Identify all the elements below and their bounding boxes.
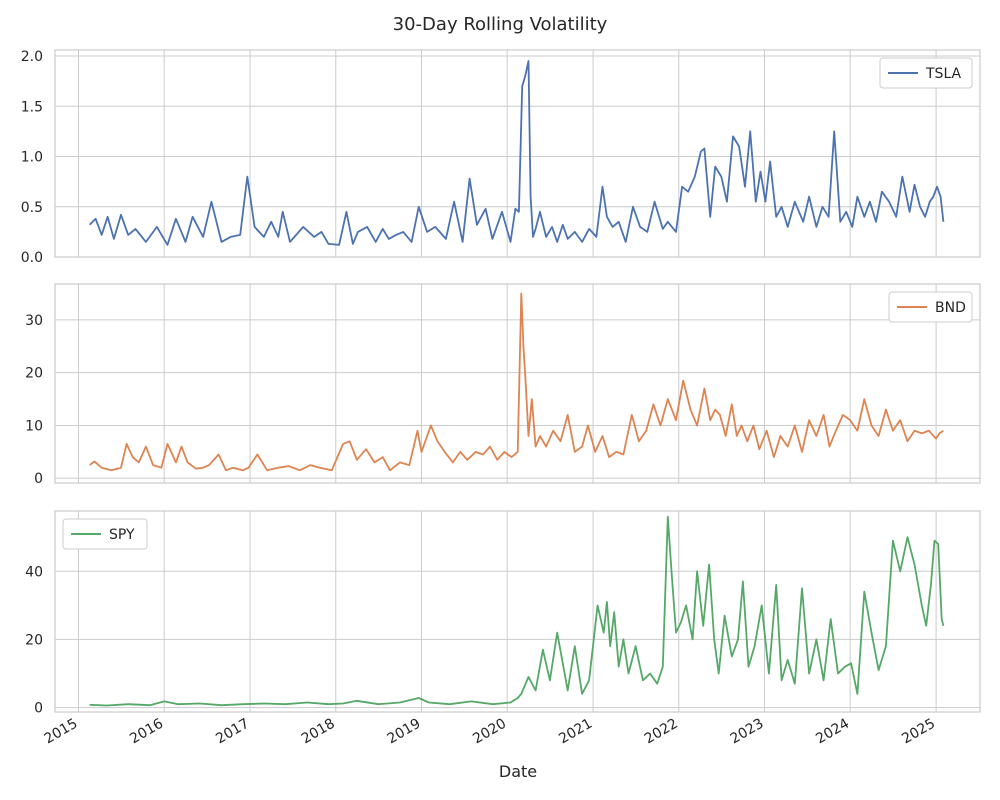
legend-label-spy: SPY	[109, 527, 135, 543]
y-tick-label: 0	[34, 701, 43, 717]
y-tick-label: 1.0	[21, 150, 43, 166]
y-tick-label: 10	[25, 418, 43, 434]
x-tick-label: 2023	[728, 716, 767, 748]
y-tick-label: 40	[25, 564, 43, 580]
y-gridlines	[55, 319, 980, 479]
panel-bnd: 0 10 20 30 BND	[25, 283, 981, 487]
legend-spy: SPY	[62, 518, 148, 550]
panels: 0.0 0.5 1.0 1.5 2.0 TSLA 0 10 20 30 BND 0 20 40 SPY	[21, 49, 981, 717]
y-tick-label: 20	[25, 632, 43, 648]
x-tick-label: 2016	[127, 716, 166, 748]
x-tick-label: 2025	[899, 716, 938, 748]
y-tick-label: 0.0	[21, 250, 43, 266]
x-tick-label: 2020	[470, 716, 509, 748]
x-axis-title: Date	[499, 762, 537, 781]
y-tick-label: 0	[34, 471, 43, 487]
y-tick-label: 20	[25, 366, 43, 382]
legend-box	[888, 291, 973, 323]
legend-bnd: BND	[888, 291, 973, 323]
x-tick-labels: 2015 2016 2017 2018 2019 2020 2021 2022 2023 2024…	[42, 716, 938, 748]
legend-label-bnd: BND	[935, 300, 966, 316]
x-gridlines	[77, 50, 937, 257]
x-tick-label: 2021	[556, 716, 595, 748]
y-tick-label: 0.5	[21, 200, 43, 216]
x-tick-label: 2017	[213, 716, 252, 748]
x-tick-label: 2024	[813, 716, 852, 748]
y-gridlines	[55, 55, 980, 258]
panel-tsla: 0.0 0.5 1.0 1.5 2.0 TSLA	[21, 49, 981, 266]
legend-box	[879, 57, 973, 89]
legend-box	[62, 518, 148, 550]
y-tick-label: 2.0	[21, 49, 43, 65]
plot-frame	[54, 49, 981, 258]
plot-frame	[54, 283, 981, 484]
x-tick-label: 2022	[642, 716, 681, 748]
series-line-bnd	[89, 292, 944, 472]
chart-title: 30-Day Rolling Volatility	[393, 14, 608, 35]
x-tick-label: 2019	[385, 716, 424, 748]
series-line-tsla	[89, 60, 945, 246]
y-gridlines	[55, 570, 980, 709]
y-tick-label: 1.5	[21, 99, 43, 115]
series-line-spy	[89, 515, 945, 707]
y-tick-label: 30	[25, 313, 43, 329]
x-gridlines	[77, 511, 937, 712]
x-tick-label: 2015	[42, 716, 81, 748]
legend-label-tsla: TSLA	[925, 66, 962, 82]
panel-spy: 0 20 40 SPY	[25, 510, 981, 717]
plot-frame	[54, 510, 981, 713]
x-tick-label: 2018	[299, 716, 338, 748]
legend-tsla: TSLA	[879, 57, 973, 89]
